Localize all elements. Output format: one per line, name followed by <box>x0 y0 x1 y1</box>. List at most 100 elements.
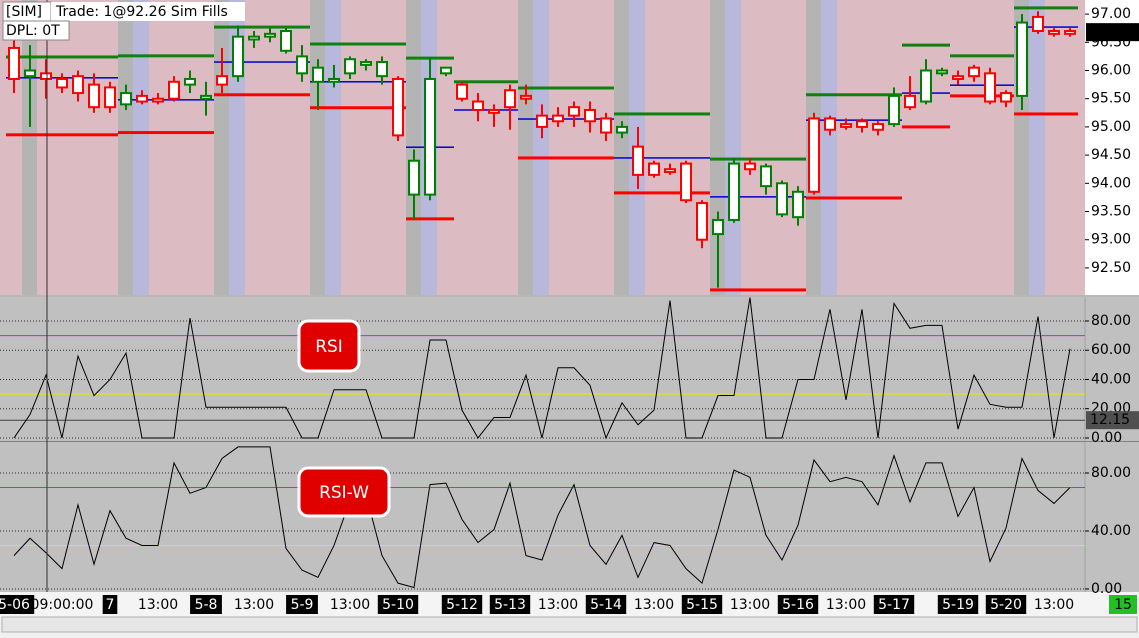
y-tick-label: 94.50 <box>1091 147 1131 163</box>
candle-body <box>440 66 452 75</box>
y-tick-label: 40.00 <box>1091 523 1131 539</box>
date-box <box>489 595 531 614</box>
candle-body <box>776 182 788 216</box>
indicator-line <box>13 297 1071 440</box>
y-tick-label: 0.00 <box>1091 430 1122 446</box>
date-box <box>377 595 419 614</box>
x-tick-label: 5-8 <box>195 597 218 613</box>
session-stripe <box>133 0 149 295</box>
x-tick-label: 5-14 <box>590 597 622 613</box>
candle-body <box>536 114 548 128</box>
x-tick-label: 5-13 <box>494 597 526 613</box>
candle-body <box>136 94 148 103</box>
candle-body <box>1064 30 1076 35</box>
candle-body <box>904 94 916 109</box>
rsi-w-title: RSI-W <box>319 483 369 503</box>
marks: 92.50 93.00 93.50 94.00 94.50 95.00 95.50 96.00… <box>0 6 1139 614</box>
y-tick-label: 95.00 <box>1091 119 1131 135</box>
session-stripe <box>725 0 741 295</box>
candle-body <box>8 46 20 80</box>
cursor-value: 12.15 <box>1090 412 1130 428</box>
date-box <box>681 595 723 614</box>
candle-body <box>248 35 260 41</box>
candle-body <box>296 55 308 75</box>
callout <box>297 466 391 518</box>
candle-body <box>344 58 356 75</box>
candle-body <box>1048 30 1060 35</box>
date-box <box>190 595 222 614</box>
indicator-line <box>13 446 1071 589</box>
candle-body <box>104 86 116 109</box>
label-box <box>51 2 245 21</box>
candle-body <box>88 83 100 109</box>
date-box <box>102 595 118 614</box>
candle-body <box>600 117 612 134</box>
candle-body <box>1000 92 1012 103</box>
indicator-panels <box>0 297 1139 592</box>
scrollbar[interactable] <box>1 616 1138 633</box>
candle-body <box>168 80 180 100</box>
x-tick-label: 5-16 <box>782 597 814 613</box>
x-tick-label: 09:00:00 <box>31 597 94 613</box>
y-tick-label: 60.00 <box>1091 342 1131 358</box>
x-tick-label: 7 <box>106 597 115 613</box>
candle-body <box>808 117 820 193</box>
label-box <box>2 20 70 41</box>
candle-body <box>424 77 436 196</box>
x-tick-label: 5-9 <box>291 597 314 613</box>
x-tick-label: 13:00 <box>330 597 370 613</box>
session-stripe <box>821 0 837 295</box>
candle-body <box>408 159 420 196</box>
candle-body <box>792 190 804 219</box>
candle-body <box>40 72 52 80</box>
session-stripe <box>533 0 549 295</box>
candle-body <box>24 69 36 78</box>
session-stripe <box>325 0 341 295</box>
corner-box <box>1109 595 1137 614</box>
trade-label: Trade: 1@92.26 Sim Fills <box>55 4 228 20</box>
candle-body <box>584 108 596 123</box>
candle-body <box>888 94 900 126</box>
candle-body <box>56 77 68 89</box>
date-box <box>985 595 1027 614</box>
date-box <box>286 595 318 614</box>
candle-body <box>504 89 516 109</box>
candle-body <box>552 114 564 123</box>
x-tick-label: 5-12 <box>446 597 478 613</box>
x-tick-label: 13:00 <box>634 597 674 613</box>
candle-body <box>376 61 388 78</box>
y-tick-label: 96.00 <box>1091 63 1131 79</box>
candle-body <box>664 168 676 174</box>
candle-body <box>728 162 740 221</box>
candle-body <box>712 218 724 236</box>
candle-body <box>744 162 756 171</box>
cursor-box <box>1086 411 1139 430</box>
corner-label: 15 <box>1114 597 1132 613</box>
candle-body <box>1016 21 1028 97</box>
account-label: [SIM] <box>6 4 42 20</box>
candle-body <box>856 120 868 128</box>
candle-body <box>984 72 996 103</box>
session-stripe <box>118 0 133 295</box>
x-tick-label: 13:00 <box>234 597 274 613</box>
candle-body <box>520 94 532 100</box>
candle-body <box>488 108 500 114</box>
candle-body <box>472 100 484 111</box>
session-stripe <box>22 0 37 295</box>
candle-body <box>824 117 836 131</box>
candle-body <box>840 123 852 128</box>
candle-body <box>632 145 644 176</box>
candle-body <box>1032 15 1044 33</box>
candle-body <box>200 94 212 100</box>
candle-body <box>920 69 932 103</box>
rsi-title: RSI <box>315 337 343 357</box>
candle-body <box>616 125 628 134</box>
callout <box>297 319 361 373</box>
candle-body <box>216 75 228 86</box>
price-axis-area <box>1085 0 1139 295</box>
x-tick-label: 5-10 <box>382 597 414 613</box>
candle-body <box>312 66 324 83</box>
date-box <box>585 595 627 614</box>
